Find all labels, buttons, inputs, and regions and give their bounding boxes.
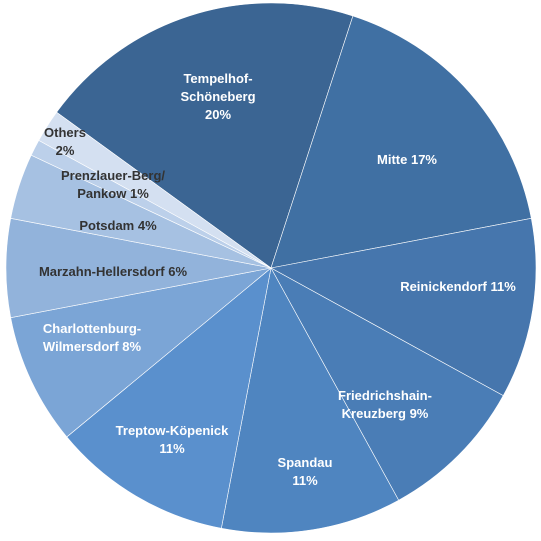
category-label: Charlottenburg-Wilmersdorf xyxy=(42,321,142,354)
slice-label: Others 2% xyxy=(40,124,90,160)
value-label: 20% xyxy=(204,107,232,122)
value-label: 11% xyxy=(490,279,516,294)
category-label: Treptow-Köpenick xyxy=(115,423,229,438)
slice-label: Friedrichshain-Kreuzberg 9% xyxy=(325,387,445,423)
slice-label: Treptow-Köpenick 11% xyxy=(102,422,242,458)
category-label: Others xyxy=(44,125,86,140)
slice xyxy=(270,15,532,269)
slice-label: Spandau 11% xyxy=(275,454,335,490)
value-label: 17% xyxy=(410,152,437,167)
slice xyxy=(10,267,272,438)
slice xyxy=(56,2,354,269)
value-label: 11% xyxy=(159,441,185,456)
value-label: 8% xyxy=(122,339,142,354)
value-label: 2% xyxy=(55,143,75,158)
category-label: Potsdam xyxy=(79,218,135,233)
category-label: Marzahn-Hellersdorf xyxy=(38,264,165,279)
slice-label: Tempelhof-Schöneberg 20% xyxy=(168,70,268,124)
category-label: Friedrichshain-Kreuzberg xyxy=(338,388,432,421)
slice xyxy=(220,267,400,534)
slice xyxy=(270,267,504,501)
value-label: 4% xyxy=(137,218,157,233)
slice xyxy=(270,217,537,397)
slice-label: Marzahn-Hellersdorf 6% xyxy=(13,263,213,281)
slice xyxy=(38,111,272,269)
slice-label: Mitte 17% xyxy=(377,151,437,169)
slice-label: Reinickendorf 11% xyxy=(398,278,518,296)
slice xyxy=(66,267,272,529)
value-label: 1% xyxy=(129,186,149,201)
slice-label: Potsdam 4% xyxy=(58,217,178,235)
category-label: Reinickendorf xyxy=(400,279,487,294)
value-label: 6% xyxy=(168,264,188,279)
category-label: Spandau xyxy=(277,455,333,470)
value-label: 9% xyxy=(409,406,429,421)
slice-label: Charlottenburg-Wilmersdorf 8% xyxy=(27,320,157,356)
category-label: Tempelhof-Schöneberg xyxy=(180,71,256,104)
slice-label: Prenzlauer-Berg/ Pankow 1% xyxy=(48,167,178,203)
value-label: 11% xyxy=(292,473,318,488)
category-label: Prenzlauer-Berg/ Pankow xyxy=(60,168,166,201)
category-label: Mitte xyxy=(377,152,408,167)
